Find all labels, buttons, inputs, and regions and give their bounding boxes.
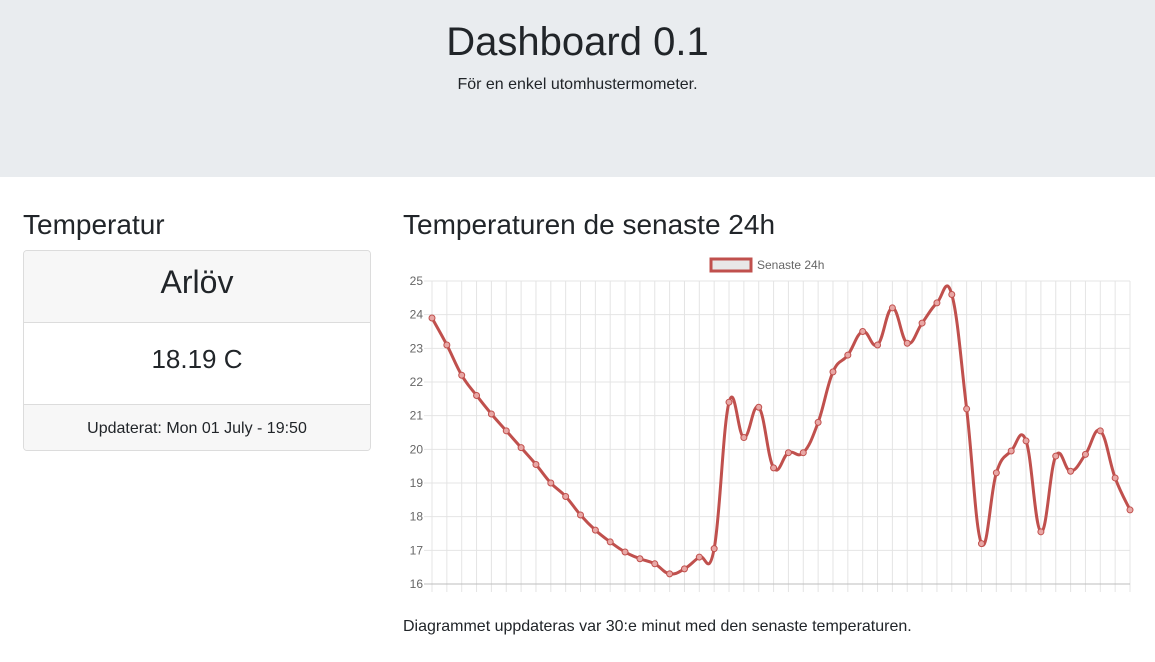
y-axis-ticks: 16 17 18 19 20 21 22 23 24 25 [410,274,424,591]
data-point[interactable] [636,555,644,563]
y-tick-label: 23 [410,341,424,355]
chart-legend[interactable]: Senaste 24h [709,257,824,273]
data-point[interactable] [502,427,510,435]
data-point[interactable] [517,444,525,452]
data-point[interactable] [473,391,481,399]
temperature-card: Arlöv 18.19 C Updaterat: Mon 01 July - 1… [23,250,371,451]
last-updated: Updaterat: Mon 01 July - 19:50 [24,404,370,450]
series-points [428,290,1134,578]
data-point[interactable] [874,341,882,349]
series-line [430,284,1132,576]
current-temperature: 18.19 C [151,344,243,374]
data-point[interactable] [562,492,570,500]
data-point[interactable] [918,319,926,327]
page-subtitle: För en enkel utomhustermometer. [457,76,698,93]
data-point[interactable] [1007,447,1015,455]
y-tick-label: 16 [410,577,424,591]
data-point[interactable] [1126,506,1134,514]
data-point[interactable] [992,469,1000,477]
data-point[interactable] [666,570,674,578]
data-point[interactable] [443,341,451,349]
jumbotron-header: Dashboard 0.1 För en enkel utomhustermom… [0,0,1155,177]
y-tick-label: 20 [410,442,424,456]
data-point[interactable] [1067,467,1075,475]
chart-section-title: Temperaturen de senaste 24h [403,209,776,240]
y-tick-label: 22 [410,375,424,389]
y-tick-label: 24 [410,308,424,322]
data-point[interactable] [651,560,659,568]
data-point[interactable] [784,449,792,457]
data-point[interactable] [963,405,971,413]
data-point[interactable] [799,449,807,457]
data-point[interactable] [1081,450,1089,458]
legend-swatch[interactable] [709,257,753,273]
data-point[interactable] [428,314,436,322]
data-point[interactable] [770,464,778,472]
data-point[interactable] [755,403,763,411]
data-point[interactable] [591,526,599,534]
data-point[interactable] [725,398,733,406]
temperature-line-chart: 16 17 18 19 20 21 22 23 24 25 Senaste 24h [410,257,1134,592]
chart-update-note: Diagrammet uppdateras var 30:e minut med… [403,618,912,635]
data-point[interactable] [859,328,867,335]
data-point[interactable] [814,418,822,426]
data-point[interactable] [458,371,466,379]
y-tick-label: 17 [410,543,424,557]
data-point[interactable] [710,545,718,553]
data-point[interactable] [1022,437,1030,445]
temperature-section-title: Temperatur [23,209,165,240]
data-point[interactable] [1111,474,1119,482]
data-point[interactable] [1096,427,1104,435]
data-point[interactable] [621,548,629,556]
page-title: Dashboard 0.1 [446,20,709,64]
data-point[interactable] [695,553,703,561]
data-point[interactable] [532,460,540,468]
data-point[interactable] [1052,452,1060,460]
data-point[interactable] [740,434,748,442]
data-point[interactable] [1037,528,1045,536]
data-point[interactable] [903,339,911,347]
data-point[interactable] [547,479,555,487]
data-point[interactable] [680,565,688,573]
data-point[interactable] [888,304,896,312]
data-point[interactable] [829,368,837,376]
y-tick-label: 18 [410,510,424,524]
data-point[interactable] [948,290,956,298]
location-name: Arlöv [24,251,370,323]
data-point[interactable] [487,410,495,418]
y-tick-label: 25 [410,274,424,288]
data-point[interactable] [577,511,585,519]
y-tick-label: 19 [410,476,424,490]
data-point[interactable] [844,351,852,359]
legend-label[interactable]: Senaste 24h [757,258,824,272]
data-point[interactable] [933,299,941,307]
data-point[interactable] [606,538,614,546]
y-tick-label: 21 [410,409,424,423]
data-point[interactable] [977,540,985,548]
